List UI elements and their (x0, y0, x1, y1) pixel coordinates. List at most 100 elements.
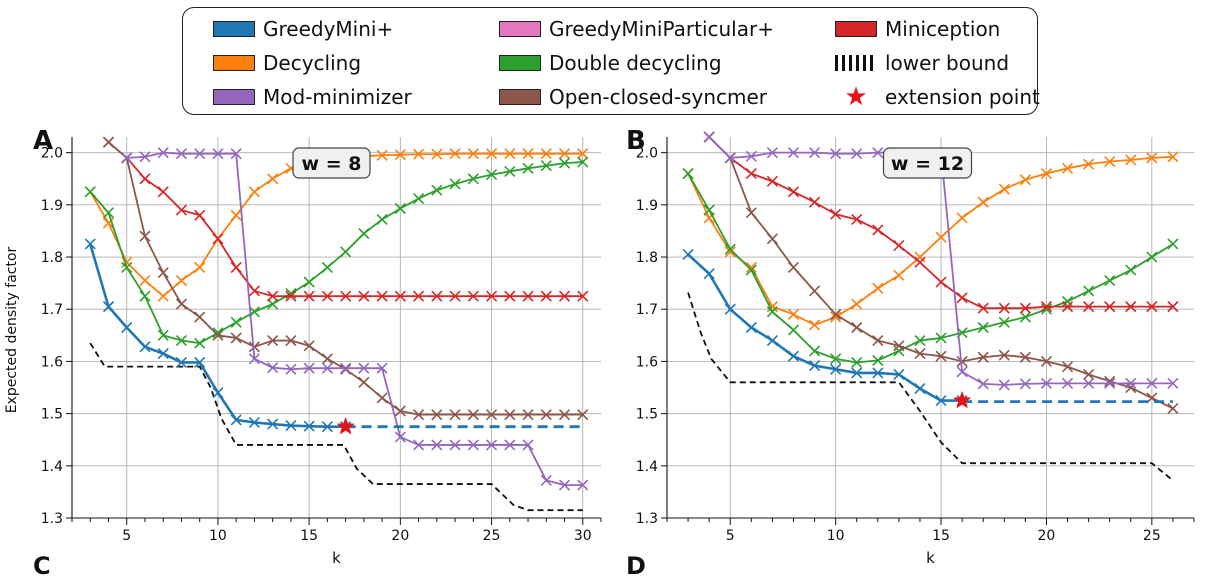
marker-stroke (977, 321, 989, 334)
marker-stroke (851, 367, 863, 379)
marker-stroke (358, 362, 370, 374)
marker-stroke (577, 409, 589, 421)
marker-stroke (935, 395, 947, 407)
data-point-miniception (157, 186, 169, 198)
marker-stroke (914, 348, 926, 360)
marker-stroke (851, 321, 863, 334)
data-point-open-closed-syncmer (139, 230, 151, 242)
marker-stroke (230, 316, 242, 328)
marker-stroke (766, 175, 778, 187)
data-point-greedymini (787, 350, 800, 362)
marker-stroke (212, 233, 224, 245)
marker-stroke (682, 248, 694, 260)
marker-stroke (230, 332, 242, 344)
marker-stroke (394, 202, 406, 215)
data-point-miniception (787, 186, 800, 198)
marker-stroke (703, 131, 715, 143)
lower-bound-line (89, 342, 583, 512)
marker-stroke (703, 204, 715, 216)
data-point-decycling (467, 148, 479, 160)
legend-item-double-decycling: Double decycling (499, 49, 722, 77)
marker-stroke (998, 349, 1010, 361)
data-point-greedymini (724, 303, 736, 315)
data-point-mod-minimizer (121, 152, 133, 164)
data-point-open-closed-syncmer (504, 409, 516, 421)
marker-stroke (157, 290, 169, 302)
marker-stroke (285, 162, 297, 174)
marker-stroke (303, 290, 315, 302)
data-point-mod-minimizer (285, 363, 297, 375)
marker-stroke (248, 416, 260, 429)
marker-stroke (1040, 303, 1053, 315)
marker-stroke (893, 345, 905, 357)
marker-stroke (194, 209, 206, 221)
data-point-mod-minimizer (977, 378, 989, 390)
marker-stroke (956, 355, 968, 367)
marker-stroke (303, 362, 315, 374)
marker-stroke (121, 152, 133, 164)
marker-stroke (914, 256, 926, 268)
marker-stroke (1167, 238, 1179, 250)
marker-stroke (321, 421, 333, 433)
marker-stroke (787, 324, 800, 336)
marker-stroke (340, 290, 352, 302)
marker-stroke (267, 290, 279, 302)
marker-stroke (303, 157, 315, 169)
data-point-decycling (745, 261, 757, 274)
marker-stroke (267, 298, 279, 310)
marker-stroke (321, 154, 333, 167)
marker-stroke (745, 150, 757, 162)
data-point-open-closed-syncmer (394, 405, 406, 417)
series-greedymini (84, 238, 352, 433)
marker-stroke (1083, 377, 1095, 389)
marker-stroke (1061, 377, 1074, 389)
data-point-double-decycling (1019, 311, 1031, 323)
data-point-greedymini (766, 334, 778, 347)
marker-stroke (893, 368, 905, 381)
series-line-double-decycling (89, 161, 583, 345)
marker-stroke (467, 290, 479, 302)
data-point-decycling (303, 157, 315, 169)
marker-stroke (467, 439, 479, 451)
data-point-double-decycling (1146, 251, 1158, 263)
marker-stroke (376, 290, 388, 302)
marker-stroke (998, 379, 1010, 391)
marker-stroke (230, 148, 242, 160)
marker-stroke (230, 261, 242, 274)
marker-stroke (703, 268, 715, 280)
marker-stroke (230, 414, 242, 426)
data-point-mod-minimizer (1083, 377, 1095, 389)
marker-stroke (998, 349, 1010, 361)
marker-stroke (1061, 301, 1074, 313)
marker-stroke (522, 290, 534, 302)
marker-stroke (872, 224, 884, 236)
marker-stroke (121, 261, 133, 274)
marker-stroke (787, 324, 800, 336)
data-point-greedymini (745, 321, 757, 334)
greedymini-swatch (213, 21, 255, 37)
marker-stroke (121, 152, 133, 164)
extension-point-star (952, 390, 972, 409)
data-point-double-decycling (1061, 295, 1074, 307)
marker-stroke (558, 479, 571, 491)
legend-item-greedymini: GreedyMini+ (213, 15, 393, 43)
data-point-double-decycling (485, 169, 498, 181)
panel-title: w = 8 (302, 153, 362, 175)
marker-stroke (340, 290, 352, 302)
panel-title-box (882, 147, 973, 179)
data-point-open-closed-syncmer (766, 233, 778, 245)
x-tick-label: 20 (1038, 528, 1056, 544)
data-point-miniception (558, 290, 571, 302)
legend-label: Mod-minimizer (263, 85, 412, 109)
marker-stroke (830, 363, 842, 375)
marker-stroke (872, 224, 884, 236)
series-line-greedymini (687, 253, 963, 402)
marker-stroke (830, 148, 842, 160)
marker-stroke (872, 147, 884, 159)
marker-stroke (1083, 368, 1095, 381)
marker-stroke (893, 239, 905, 252)
marker-stroke (285, 363, 297, 375)
data-point-double-decycling (1104, 274, 1116, 287)
marker-stroke (1125, 154, 1137, 166)
marker-stroke (1146, 152, 1158, 164)
